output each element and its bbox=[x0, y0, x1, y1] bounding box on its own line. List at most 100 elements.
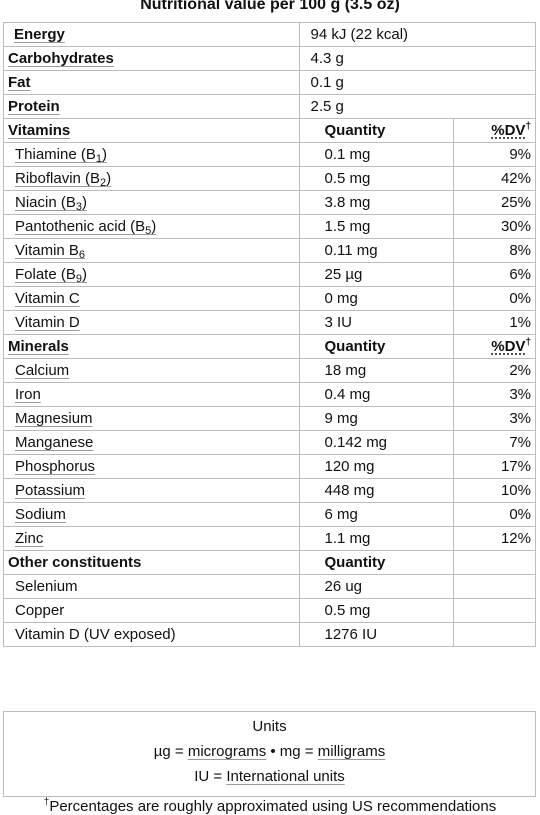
nutrient-link[interactable]: Carbohydrates bbox=[8, 50, 114, 67]
macro-row: Carbohydrates 4.3 g bbox=[2, 46, 536, 71]
vitamin-row: Riboflavin (B2) 0.5 mg 42% bbox=[2, 166, 536, 191]
mg-symbol: mg bbox=[279, 743, 301, 760]
vitamin-row: Folate (B9) 25 µg 6% bbox=[2, 262, 536, 287]
vitamin-row: Pantothenic acid (B5) 1.5 mg 30% bbox=[2, 214, 536, 239]
mineral-quantity: 1.1 mg bbox=[299, 526, 455, 551]
mineral-link[interactable]: Potassium bbox=[15, 482, 86, 499]
dv-header[interactable]: %DV bbox=[491, 338, 526, 355]
vitamin-link[interactable]: Thiamine (B1) bbox=[15, 146, 107, 165]
mineral-link[interactable]: Magnesium bbox=[15, 410, 93, 427]
mineral-link[interactable]: Phosphorus bbox=[15, 458, 96, 475]
vitamin-subscript: 6 bbox=[78, 249, 86, 261]
vitamin-dv: 6% bbox=[453, 262, 536, 287]
vitamin-link[interactable]: Pantothenic acid (B5) bbox=[15, 218, 156, 237]
mineral-link[interactable]: Manganese bbox=[15, 434, 94, 451]
units-box: Units µg = micrograms • mg = milligrams … bbox=[3, 711, 536, 797]
vitamin-dv: 8% bbox=[453, 238, 536, 263]
closing-paren: ) bbox=[81, 266, 87, 283]
vitamin-link[interactable]: Vitamin D bbox=[15, 314, 80, 331]
vitamin-quantity: 3 IU bbox=[299, 310, 455, 335]
mineral-quantity: 0.4 mg bbox=[299, 382, 455, 407]
mineral-dv: 3% bbox=[453, 406, 536, 431]
mineral-row: Manganese 0.142 mg 7% bbox=[2, 430, 536, 455]
separator: • bbox=[266, 743, 280, 760]
vitamin-quantity: 0.11 mg bbox=[299, 238, 455, 263]
vitamin-name: Vitamin D bbox=[15, 314, 80, 331]
vitamin-row: Vitamin D 3 IU 1% bbox=[2, 310, 536, 335]
vitamin-quantity: 0.5 mg bbox=[299, 166, 455, 191]
vitamin-quantity: 1.5 mg bbox=[299, 214, 455, 239]
mineral-dv: 0% bbox=[453, 502, 536, 527]
milligrams-link[interactable]: milligrams bbox=[317, 743, 386, 760]
closing-paren: ) bbox=[106, 170, 112, 187]
minerals-header[interactable]: Minerals bbox=[8, 338, 69, 355]
constituent-name: Vitamin D (UV exposed) bbox=[2, 622, 301, 647]
equals: = bbox=[300, 743, 318, 760]
vitamin-name: Vitamin C bbox=[15, 290, 80, 307]
vitamins-header[interactable]: Vitamins bbox=[8, 122, 71, 139]
vitamin-name: Vitamin B bbox=[15, 242, 79, 259]
vitamin-name: Thiamine (B bbox=[15, 146, 96, 163]
constituent-name: Copper bbox=[2, 598, 301, 623]
constituent-quantity: 0.5 mg bbox=[299, 598, 455, 623]
mineral-link[interactable]: Iron bbox=[15, 386, 41, 403]
macro-row: Fat 0.1 g bbox=[2, 70, 536, 95]
vitamin-row: Niacin (B3) 3.8 mg 25% bbox=[2, 190, 536, 215]
vitamin-dv: 42% bbox=[453, 166, 536, 191]
vitamin-subscript: 9 bbox=[75, 273, 82, 285]
footnote-text: Percentages are roughly approximated usi… bbox=[49, 798, 497, 815]
energy-link[interactable]: Energy bbox=[14, 26, 65, 43]
mineral-row: Zinc 1.1 mg 12% bbox=[2, 526, 536, 551]
constituent-name: Selenium bbox=[2, 574, 301, 599]
vitamin-row: Vitamin B6 0.11 mg 8% bbox=[2, 238, 536, 263]
dagger-mark: † bbox=[525, 121, 531, 132]
nutrient-link[interactable]: Fat bbox=[8, 74, 31, 91]
dagger-mark: † bbox=[43, 797, 50, 808]
equals: = bbox=[170, 743, 188, 760]
mineral-link[interactable]: Calcium bbox=[15, 362, 70, 379]
nutrient-value: 0.1 g bbox=[299, 70, 536, 95]
international-units-link[interactable]: International units bbox=[226, 768, 345, 785]
mineral-quantity: 6 mg bbox=[299, 502, 455, 527]
vitamin-link[interactable]: Folate (B9) bbox=[15, 266, 87, 285]
mineral-dv: 12% bbox=[453, 526, 536, 551]
vitamin-subscript: 2 bbox=[100, 177, 107, 189]
mineral-link[interactable]: Zinc bbox=[15, 530, 44, 547]
mineral-quantity: 448 mg bbox=[299, 478, 455, 503]
vitamin-link[interactable]: Riboflavin (B2) bbox=[15, 170, 112, 189]
vitamin-link[interactable]: Niacin (B3) bbox=[15, 194, 87, 213]
mineral-row: Calcium 18 mg 2% bbox=[2, 358, 536, 383]
mineral-dv: 2% bbox=[453, 358, 536, 383]
vitamin-quantity: 25 µg bbox=[299, 262, 455, 287]
vitamin-link[interactable]: Vitamin C bbox=[15, 290, 80, 307]
mineral-row: Sodium 6 mg 0% bbox=[2, 502, 536, 527]
constituent-row: Vitamin D (UV exposed) 1276 IU bbox=[2, 622, 536, 647]
micrograms-link[interactable]: micrograms bbox=[187, 743, 267, 760]
dagger-mark: † bbox=[525, 337, 531, 348]
vitamin-name: Folate (B bbox=[15, 266, 76, 283]
mineral-row: Phosphorus 120 mg 17% bbox=[2, 454, 536, 479]
units-line-2: IU = International units bbox=[4, 764, 535, 789]
mineral-quantity: 120 mg bbox=[299, 454, 455, 479]
nutrient-link[interactable]: Protein bbox=[8, 98, 60, 115]
vitamin-dv: 30% bbox=[453, 214, 536, 239]
mineral-link[interactable]: Sodium bbox=[15, 506, 66, 523]
mineral-quantity: 9 mg bbox=[299, 406, 455, 431]
table-title: Nutritional value per 100 g (3.5 oz) bbox=[140, 0, 400, 13]
vitamin-dv: 1% bbox=[453, 310, 536, 335]
quantity-header: Quantity bbox=[299, 334, 455, 359]
energy-row: Energy 94 kJ (22 kcal) bbox=[2, 22, 536, 47]
quantity-header: Quantity bbox=[299, 118, 455, 143]
dv-header[interactable]: %DV bbox=[491, 122, 526, 139]
minerals-header-row: Minerals Quantity %DV† bbox=[2, 334, 536, 359]
units-line-1: µg = micrograms • mg = milligrams bbox=[4, 739, 535, 764]
footnote: †Percentages are roughly approximated us… bbox=[0, 798, 540, 815]
constituent-row: Copper 0.5 mg bbox=[2, 598, 536, 623]
mineral-quantity: 0.142 mg bbox=[299, 430, 455, 455]
vitamin-link[interactable]: Vitamin B6 bbox=[15, 242, 86, 261]
quantity-header: Quantity bbox=[299, 550, 455, 575]
macro-row: Protein 2.5 g bbox=[2, 94, 536, 119]
mineral-dv: 3% bbox=[453, 382, 536, 407]
energy-value: 94 kJ (22 kcal) bbox=[299, 22, 536, 47]
